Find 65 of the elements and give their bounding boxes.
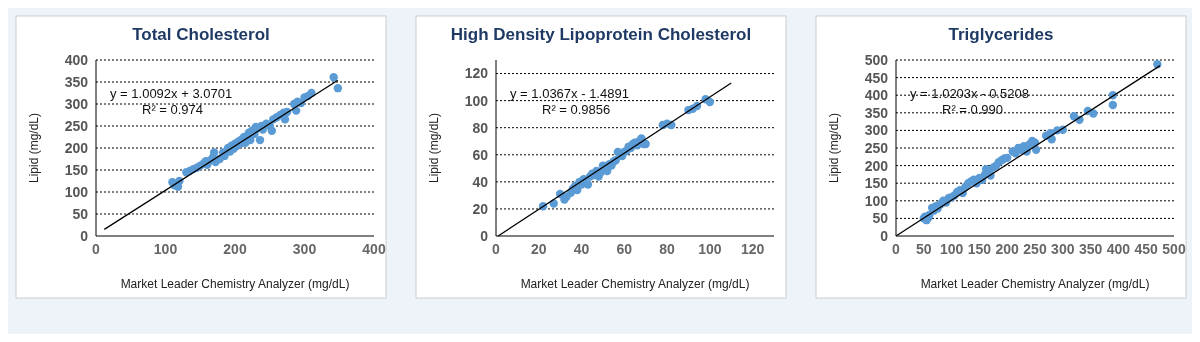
y-tick-label: 150 — [64, 161, 89, 178]
x-tick-label: 150 — [967, 241, 992, 257]
x-tick-label: 20 — [530, 241, 547, 257]
x-tick-label: 400 — [1106, 241, 1131, 257]
x-tick-label: 100 — [153, 241, 178, 257]
x-tick-label: 50 — [916, 241, 932, 257]
y-tick-label: 250 — [64, 117, 89, 134]
x-tick-label: 100 — [939, 241, 964, 257]
y-tick-label: 400 — [64, 51, 89, 68]
x-tick-label: 0 — [492, 241, 501, 257]
x-tick-label: 300 — [292, 241, 317, 257]
y-axis-title: Lipid (mg/dL) — [827, 112, 841, 184]
annotation: y = 1.0367x - 1.4891 — [510, 86, 629, 101]
x-tick-label: 0 — [92, 241, 101, 257]
x-tick-label: 60 — [616, 241, 633, 257]
y-tick-label: 350 — [64, 73, 89, 90]
x-tick-label: 200 — [995, 241, 1020, 257]
x-tick-label: 500 — [1162, 241, 1186, 257]
y-tick-label: 100 — [864, 192, 889, 209]
y-tick-label: 80 — [472, 119, 489, 136]
y-tick-label: 400 — [864, 87, 889, 104]
annotation: y = 1.0203x - 0.5208 — [910, 86, 1029, 101]
y-tick-label: 300 — [864, 122, 889, 139]
annotation: R² = 0.9856 — [542, 102, 611, 117]
y-tick-label: 50 — [72, 205, 89, 222]
annotation: R² = 0.974 — [142, 102, 204, 117]
y-tick-label: 120 — [464, 65, 489, 82]
y-tick-label: 60 — [472, 146, 489, 163]
x-tick-label: 120 — [740, 241, 765, 257]
y-tick-label: 40 — [472, 173, 489, 190]
y-tick-label: 0 — [880, 227, 889, 244]
y-axis-title: Lipid (mg/dL) — [427, 112, 441, 184]
y-tick-label: 500 — [864, 51, 889, 68]
chart-title: Triglycerides — [948, 25, 1054, 44]
x-tick-label: 80 — [659, 241, 676, 257]
y-tick-label: 100 — [64, 183, 89, 200]
y-tick-label: 0 — [80, 227, 89, 244]
y-axis-title: Lipid (mg/dL) — [27, 112, 41, 184]
x-tick-label: 40 — [573, 241, 590, 257]
x-tick-label: 250 — [1023, 241, 1047, 257]
x-axis-title: Market Leader Chemistry Analyzer (mg/dL) — [920, 277, 1150, 291]
annotation: y = 1.0092x + 3.0701 — [110, 86, 233, 101]
chart-title: Total Cholesterol — [132, 25, 270, 44]
y-tick-label: 450 — [864, 69, 889, 86]
y-tick-label: 0 — [480, 227, 489, 244]
y-tick-label: 150 — [864, 175, 889, 192]
y-tick-label: 350 — [864, 104, 889, 121]
x-axis-title: Market Leader Chemistry Analyzer (mg/dL) — [120, 277, 350, 291]
x-tick-label: 350 — [1078, 241, 1103, 257]
y-tick-label: 100 — [464, 92, 489, 109]
x-tick-label: 100 — [698, 241, 722, 257]
y-tick-label: 50 — [872, 210, 889, 227]
annotation: R² = 0.990 — [942, 102, 1004, 117]
x-tick-label: 450 — [1134, 241, 1159, 257]
y-tick-label: 250 — [864, 139, 889, 156]
y-tick-label: 200 — [864, 157, 889, 174]
y-tick-label: 200 — [64, 139, 89, 156]
x-tick-label: 0 — [892, 241, 901, 257]
x-tick-label: 200 — [223, 241, 247, 257]
x-tick-label: 300 — [1051, 241, 1075, 257]
y-tick-label: 300 — [64, 95, 89, 112]
x-axis-title: Market Leader Chemistry Analyzer (mg/dL) — [520, 277, 750, 291]
chart-title: High Density Lipoprotein Cholesterol — [450, 25, 752, 44]
x-tick-label: 400 — [362, 241, 386, 257]
y-tick-label: 20 — [472, 200, 489, 217]
